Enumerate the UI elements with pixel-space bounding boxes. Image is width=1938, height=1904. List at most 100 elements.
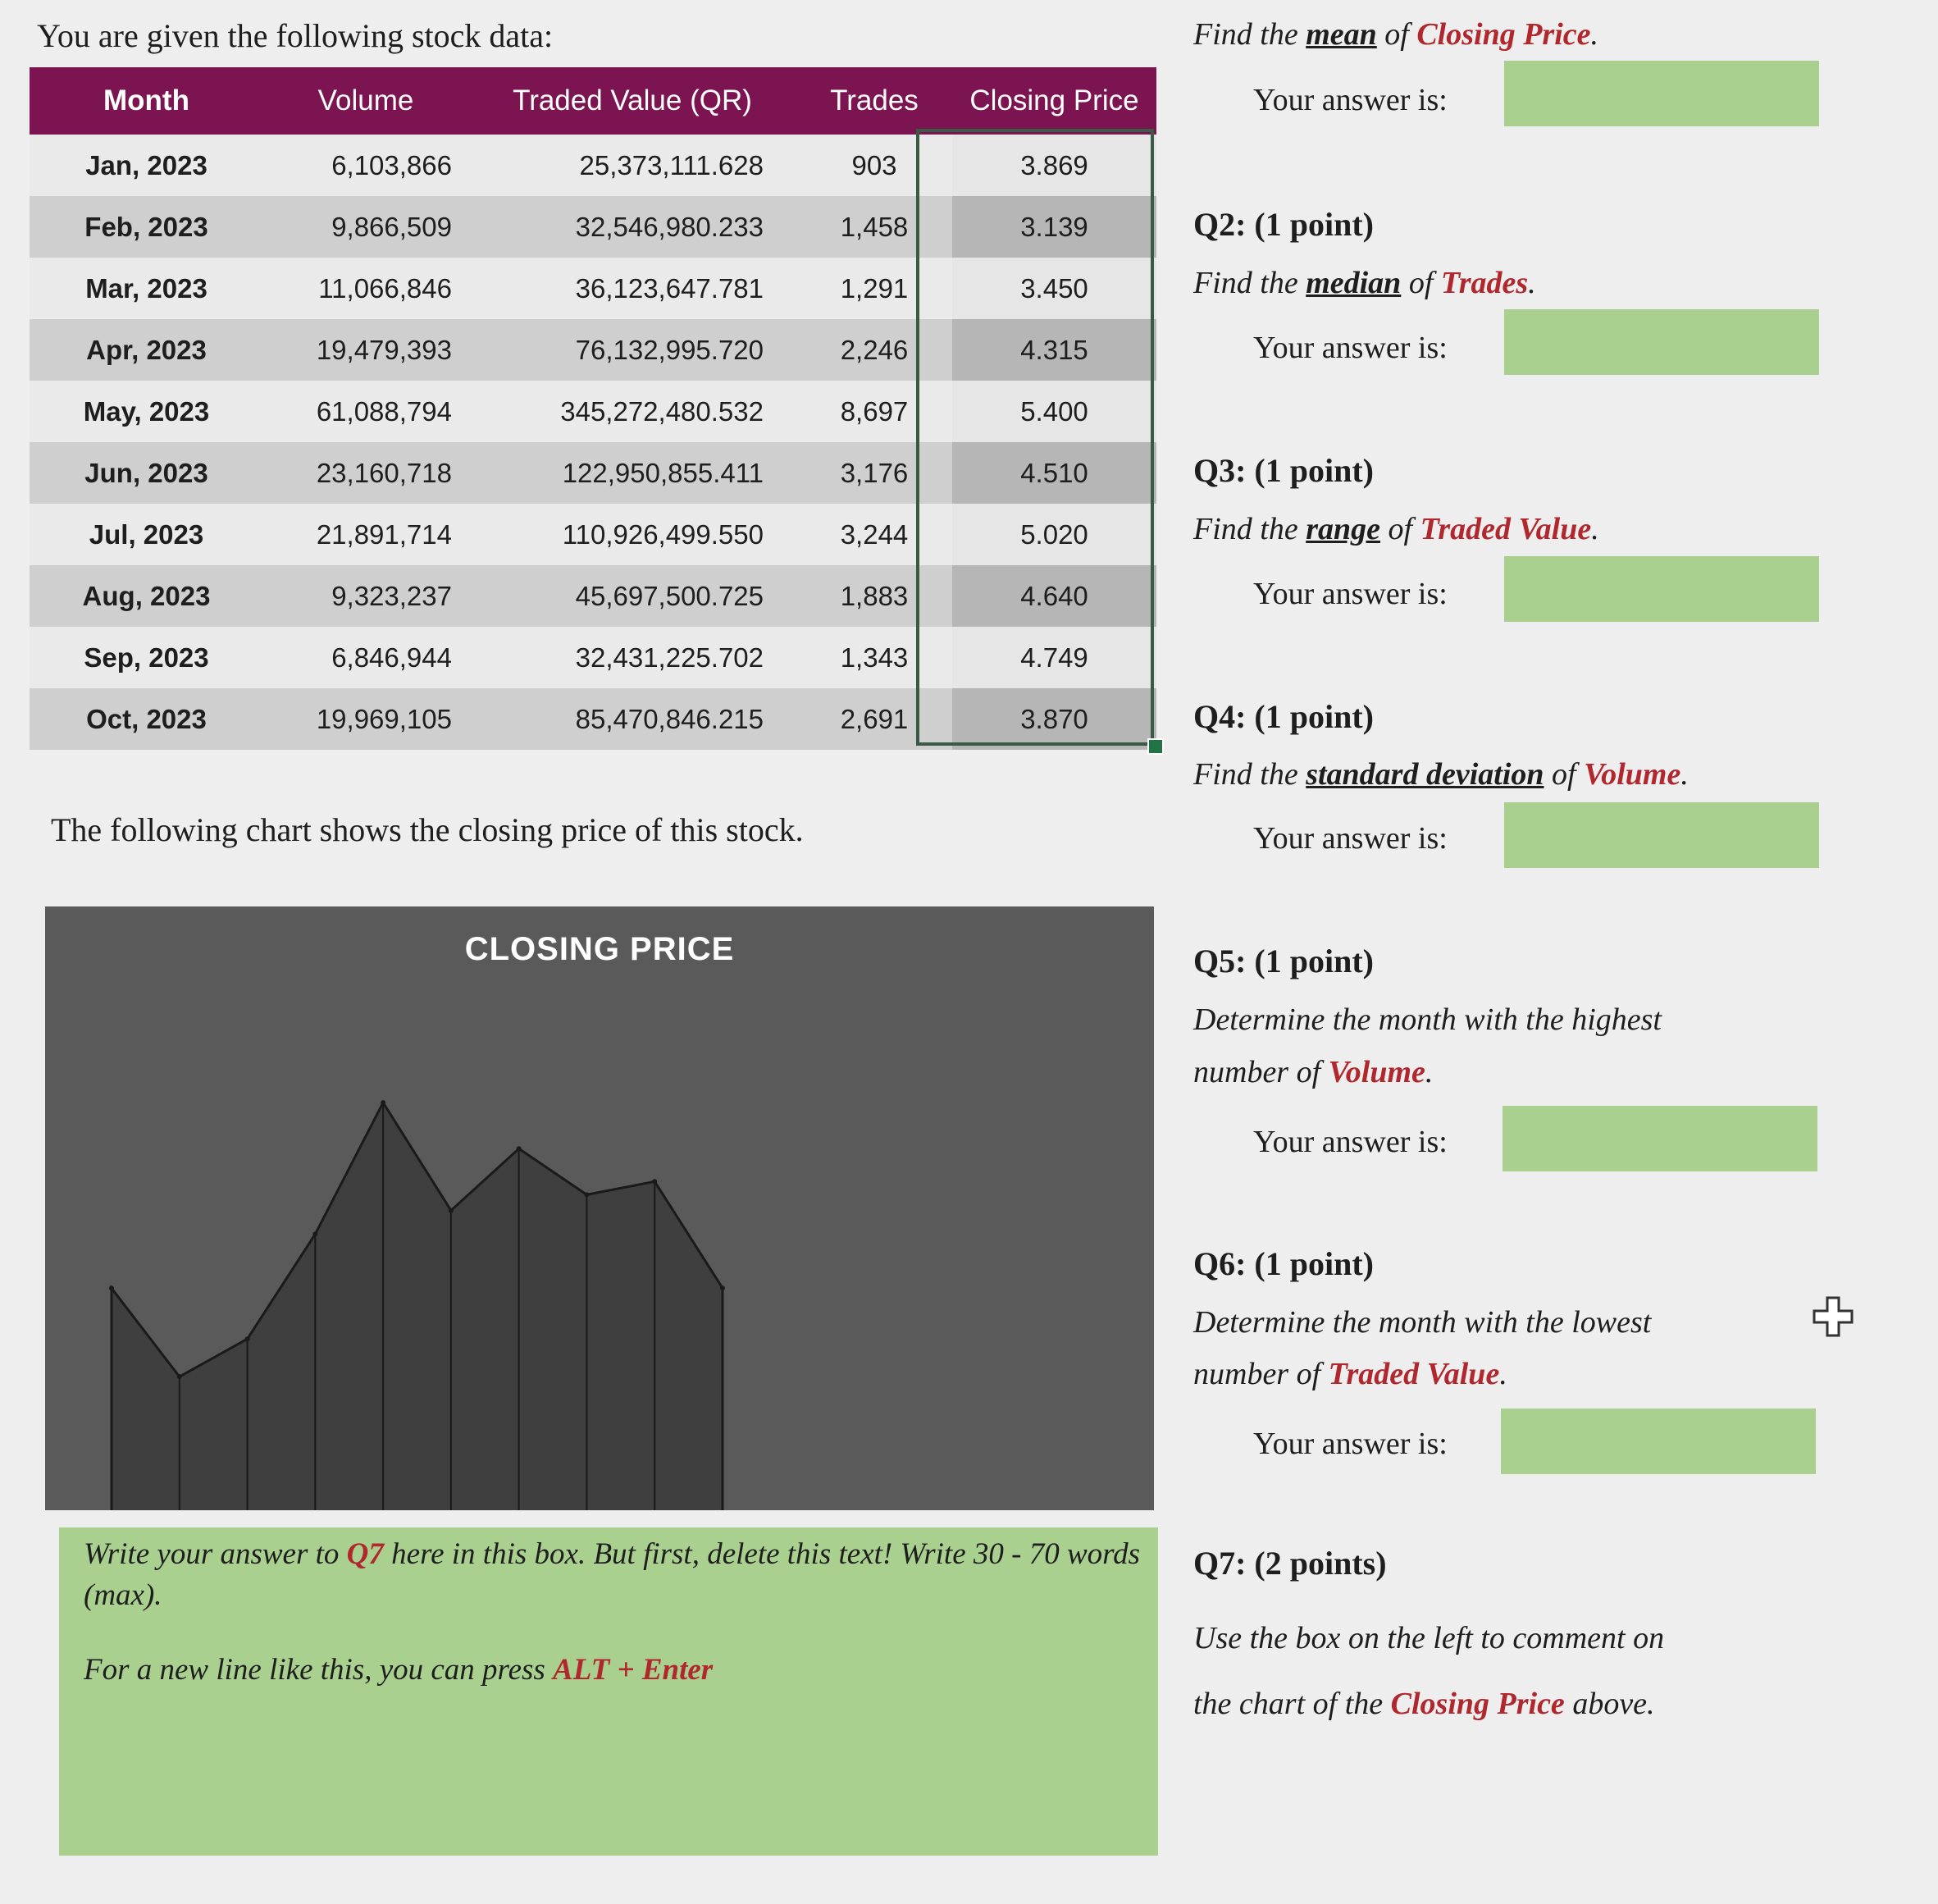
q1-answer-field[interactable] bbox=[1504, 61, 1819, 126]
cell-trades[interactable]: 3,244 bbox=[840, 518, 909, 550]
q4-field: Volume bbox=[1584, 757, 1681, 792]
cell-volume[interactable]: 6,846,944 bbox=[331, 642, 452, 673]
q3-text: Find the range of Traded Value. bbox=[1193, 511, 1599, 547]
cell-closing-price[interactable]: 4.315 bbox=[952, 319, 1156, 381]
q7-answer-box[interactable]: Write your answer to Q7 here in this box… bbox=[59, 1527, 1158, 1856]
q3-keyword: range bbox=[1306, 512, 1380, 546]
cell-closing-price[interactable]: 3.450 bbox=[952, 258, 1156, 319]
data-point[interactable] bbox=[720, 1285, 725, 1291]
closing-price-area[interactable] bbox=[110, 1100, 724, 1510]
cell-trades[interactable]: 8,697 bbox=[840, 395, 909, 427]
cell-traded-value[interactable]: 122,950,855.411 bbox=[562, 457, 764, 488]
cell-volume[interactable]: 21,891,714 bbox=[316, 518, 452, 550]
cell-month[interactable]: Jul, 2023 bbox=[89, 518, 204, 550]
q1-keyword: mean bbox=[1306, 17, 1377, 52]
cell-month[interactable]: Aug, 2023 bbox=[82, 580, 211, 611]
q7-title: Q7: (2 points) bbox=[1193, 1545, 1387, 1582]
header-closing-price[interactable]: Closing Price bbox=[969, 84, 1139, 116]
q1-text: Find the mean of Closing Price. bbox=[1193, 16, 1598, 53]
q3-answer-field[interactable] bbox=[1504, 556, 1819, 622]
cell-closing-price[interactable]: 5.020 bbox=[952, 504, 1156, 565]
data-point[interactable] bbox=[244, 1336, 250, 1342]
q1-field: Closing Price bbox=[1416, 17, 1591, 52]
cell-traded-value[interactable]: 32,546,980.233 bbox=[575, 211, 764, 242]
q5-end: . bbox=[1425, 1055, 1434, 1089]
table-row: Jul, 2023 21,891,714 110,926,499.550 3,244 5… bbox=[30, 504, 1156, 565]
cell-volume[interactable]: 19,479,393 bbox=[316, 334, 452, 365]
q3-mid: of bbox=[1380, 512, 1420, 546]
data-point[interactable] bbox=[652, 1179, 658, 1185]
cell-month[interactable]: Jun, 2023 bbox=[84, 457, 208, 488]
table-row: Sep, 2023 6,846,944 32,431,225.702 1,343 4.7… bbox=[30, 627, 1156, 688]
data-point[interactable] bbox=[176, 1374, 182, 1380]
cell-closing-price[interactable]: 4.749 bbox=[952, 627, 1156, 688]
header-trades[interactable]: Trades bbox=[830, 84, 919, 116]
cell-trades[interactable]: 1,291 bbox=[840, 272, 909, 304]
cell-traded-value[interactable]: 345,272,480.532 bbox=[560, 395, 764, 427]
q2-answer-field[interactable] bbox=[1504, 309, 1819, 375]
cell-closing-price[interactable]: 4.510 bbox=[952, 442, 1156, 504]
data-point[interactable] bbox=[381, 1100, 386, 1106]
q2-answer-label: Your answer is: bbox=[1253, 331, 1448, 365]
chart-plot: 3.869Jan,20233.139Feb,20233.450Mar,20234… bbox=[109, 1100, 725, 1510]
cell-volume[interactable]: 6,103,866 bbox=[331, 149, 452, 180]
q7-field: Closing Price bbox=[1390, 1687, 1565, 1721]
q5-text-line1: Determine the month with the highest bbox=[1193, 1002, 1662, 1037]
cell-month[interactable]: May, 2023 bbox=[83, 395, 210, 427]
cell-traded-value[interactable]: 32,431,225.702 bbox=[575, 642, 764, 673]
q5-answer-label: Your answer is: bbox=[1253, 1125, 1448, 1159]
data-point[interactable] bbox=[312, 1231, 318, 1237]
q6-answer-field[interactable] bbox=[1501, 1409, 1816, 1474]
q4-answer-field[interactable] bbox=[1504, 802, 1819, 868]
cell-month[interactable]: Apr, 2023 bbox=[86, 334, 207, 365]
cell-trades[interactable]: 1,343 bbox=[840, 642, 909, 673]
cell-traded-value[interactable]: 110,926,499.550 bbox=[562, 518, 764, 550]
q2-text: Find the median of Trades. bbox=[1193, 265, 1536, 301]
cell-traded-value[interactable]: 36,123,647.781 bbox=[575, 272, 764, 304]
cell-volume[interactable]: 19,969,105 bbox=[316, 703, 452, 734]
header-traded-value[interactable]: Traded Value (QR) bbox=[513, 84, 752, 116]
q1-pre: Find the bbox=[1193, 17, 1306, 52]
data-point[interactable] bbox=[448, 1208, 454, 1213]
q5-answer-field[interactable] bbox=[1503, 1106, 1817, 1171]
cell-traded-value[interactable]: 45,697,500.725 bbox=[575, 580, 764, 611]
cell-month[interactable]: Oct, 2023 bbox=[86, 703, 207, 734]
cell-volume[interactable]: 61,088,794 bbox=[316, 395, 452, 427]
cell-traded-value[interactable]: 25,373,111.628 bbox=[579, 149, 764, 180]
chart-intro-text: The following chart shows the closing pr… bbox=[51, 811, 804, 848]
cell-closing-price[interactable]: 3.869 bbox=[952, 135, 1156, 196]
cell-trades[interactable]: 1,458 bbox=[840, 211, 909, 242]
data-point[interactable] bbox=[109, 1285, 114, 1291]
intro-text: You are given the following stock data: bbox=[37, 17, 554, 54]
cell-traded-value[interactable]: 85,470,846.215 bbox=[575, 703, 764, 734]
cell-trades[interactable]: 2,691 bbox=[840, 703, 909, 734]
q6-field: Traded Value bbox=[1328, 1357, 1500, 1391]
cell-traded-value[interactable]: 76,132,995.720 bbox=[575, 334, 764, 365]
cell-volume[interactable]: 9,323,237 bbox=[331, 580, 452, 611]
header-volume[interactable]: Volume bbox=[317, 84, 414, 116]
cell-volume[interactable]: 9,866,509 bbox=[331, 211, 452, 242]
cell-closing-price[interactable]: 5.400 bbox=[952, 381, 1156, 442]
cell-month[interactable]: Feb, 2023 bbox=[84, 211, 208, 242]
cell-month[interactable]: Jan, 2023 bbox=[85, 149, 207, 180]
q2-field: Trades bbox=[1440, 266, 1529, 300]
table-row: May, 2023 61,088,794 345,272,480.532 8,697 5… bbox=[30, 381, 1156, 442]
table-row: Jun, 2023 23,160,718 122,950,855.411 3,176 4… bbox=[30, 442, 1156, 504]
cell-volume[interactable]: 23,160,718 bbox=[316, 457, 452, 488]
cell-month[interactable]: Sep, 2023 bbox=[84, 642, 209, 673]
cell-trades[interactable]: 3,176 bbox=[840, 457, 909, 488]
header-month[interactable]: Month bbox=[103, 84, 189, 116]
cell-month[interactable]: Mar, 2023 bbox=[85, 272, 207, 304]
cell-trades[interactable]: 903 bbox=[851, 149, 897, 180]
cell-volume[interactable]: 11,066,846 bbox=[318, 272, 452, 304]
data-point[interactable] bbox=[516, 1146, 522, 1152]
cell-closing-price[interactable]: 4.640 bbox=[952, 565, 1156, 627]
cell-closing-price[interactable]: 3.870 bbox=[952, 688, 1156, 750]
cell-trades[interactable]: 1,883 bbox=[840, 580, 909, 611]
cell-closing-price[interactable]: 3.139 bbox=[952, 196, 1156, 258]
q2-title: Q2: (1 point) bbox=[1193, 206, 1374, 243]
fill-handle[interactable] bbox=[1147, 738, 1164, 755]
data-point[interactable] bbox=[584, 1192, 590, 1198]
closing-price-chart[interactable]: CLOSING PRICE 3.869Jan,20233.139Feb,2023… bbox=[45, 906, 1154, 1510]
cell-trades[interactable]: 2,246 bbox=[840, 334, 909, 365]
